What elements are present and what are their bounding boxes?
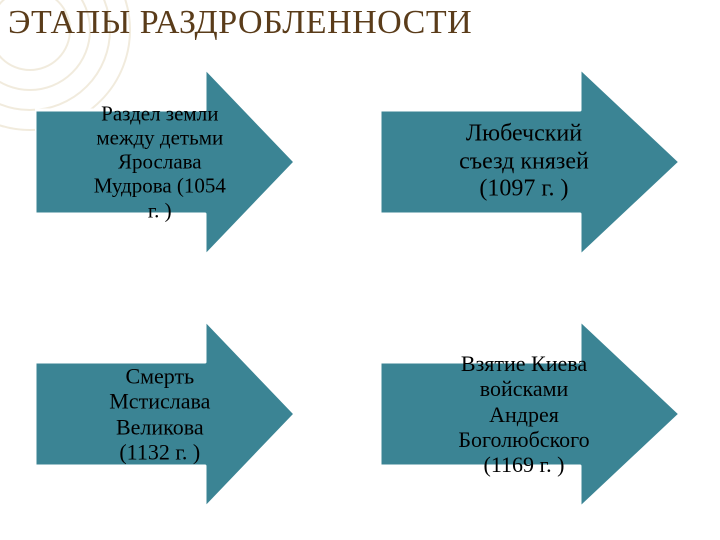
- stage-label: Смерть Мстислава Великова (1132 г. ): [109, 363, 210, 464]
- stage-label: Любечский съезд князей (1097 г. ): [459, 121, 589, 204]
- stage-arrow-1: Раздел земли между детьми Ярослава Мудро…: [35, 58, 295, 266]
- stage-arrow-4: Взятие Киева войсками Андрея Боголюбског…: [380, 310, 680, 518]
- stage-arrow-2: Любечский съезд князей (1097 г. ): [380, 58, 680, 266]
- stage-label: Взятие Киева войсками Андрея Боголюбског…: [446, 351, 602, 477]
- stage-arrow-3: Смерть Мстислава Великова (1132 г. ): [35, 310, 295, 518]
- stage-label: Раздел земли между детьми Ярослава Мудро…: [94, 102, 226, 223]
- page-title: ЭТАПЫ РАЗДРОБЛЕННОСТИ: [0, 4, 720, 42]
